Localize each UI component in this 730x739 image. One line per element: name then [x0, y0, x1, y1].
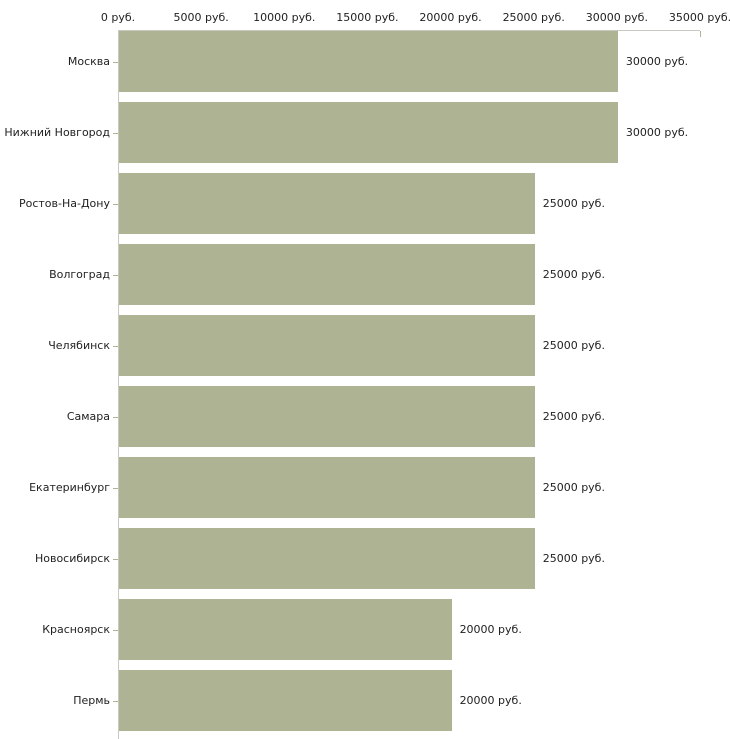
bar-value-label: 30000 руб. — [625, 125, 689, 139]
bar-value-label: 30000 руб. — [625, 54, 689, 68]
bar-value-label: 20000 руб. — [459, 622, 522, 636]
bar — [119, 528, 535, 589]
bar — [119, 31, 618, 92]
y-axis-category-label: Нижний Новгород — [4, 125, 110, 139]
y-tick-mark — [113, 346, 118, 347]
y-tick-mark — [113, 701, 118, 702]
bar — [119, 102, 618, 163]
y-tick-mark — [113, 62, 118, 63]
y-axis-category-label: Ростов-На-Дону — [18, 196, 110, 210]
y-tick-mark — [113, 204, 118, 205]
x-tick-label: 0 руб. — [100, 11, 136, 24]
y-axis-category-label: Волгоград — [49, 267, 110, 281]
y-axis-category-label: Челябинск — [48, 338, 110, 352]
x-tick-label: 20000 руб. — [419, 11, 482, 24]
bar — [119, 386, 535, 447]
y-tick-mark — [113, 488, 118, 489]
y-axis-category-label: Москва — [67, 54, 110, 68]
y-axis-category-label: Пермь — [73, 693, 110, 707]
bar — [119, 670, 452, 731]
x-axis-line — [118, 30, 700, 31]
y-tick-mark — [113, 630, 118, 631]
y-axis-category-label: Екатеринбург — [29, 480, 110, 494]
x-tick-label: 10000 руб. — [253, 11, 316, 24]
x-tick-label: 25000 руб. — [502, 11, 565, 24]
bar — [119, 244, 535, 305]
y-tick-mark — [113, 417, 118, 418]
bar-value-label: 25000 руб. — [542, 480, 605, 494]
x-tick-label: 35000 руб. — [668, 11, 730, 24]
x-tick-mark — [700, 31, 701, 37]
bar — [119, 173, 535, 234]
bar-value-label: 25000 руб. — [542, 338, 605, 352]
y-axis-category-label: Новосибирск — [34, 551, 110, 565]
y-axis-line — [118, 30, 119, 739]
bar-value-label: 20000 руб. — [459, 693, 522, 707]
bar — [119, 599, 452, 660]
bar — [119, 457, 535, 518]
y-axis-category-label: Красноярск — [42, 622, 110, 636]
y-axis-category-label: Самара — [66, 409, 110, 423]
x-tick-label: 15000 руб. — [336, 11, 399, 24]
bar-value-label: 25000 руб. — [542, 196, 605, 210]
y-tick-mark — [113, 559, 118, 560]
bar-value-label: 25000 руб. — [542, 409, 605, 423]
x-tick-label: 30000 руб. — [585, 11, 648, 24]
y-tick-mark — [113, 275, 118, 276]
bar-value-label: 25000 руб. — [542, 267, 605, 281]
x-tick-label: 5000 руб. — [173, 11, 229, 24]
bar-value-label: 25000 руб. — [542, 551, 605, 565]
bar — [119, 315, 535, 376]
y-tick-mark — [113, 133, 118, 134]
